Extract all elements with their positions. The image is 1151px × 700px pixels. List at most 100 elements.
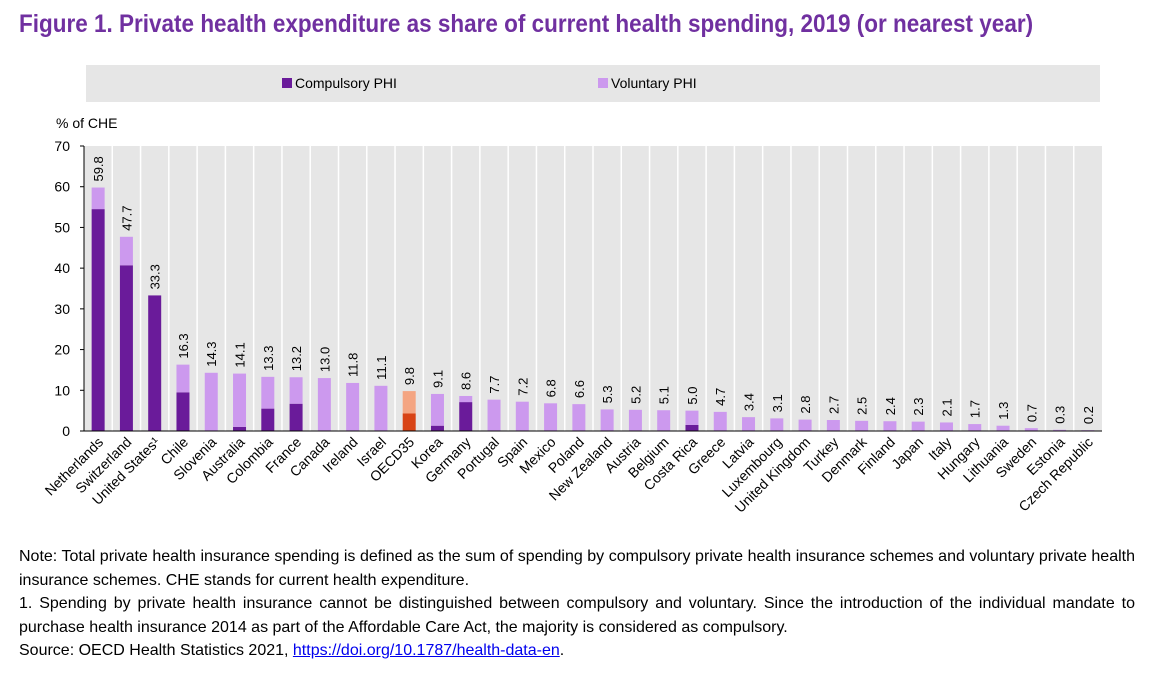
bar-voluntary [572,404,586,431]
bar-compulsory [233,426,247,431]
footnote-text: 1. Spending by private health insurance … [19,595,1135,636]
bar-voluntary [374,385,388,431]
value-label: 2.1 [939,398,954,416]
y-tick-label: 50 [54,219,70,235]
bar-voluntary [176,364,190,393]
value-label: 16.3 [176,333,191,358]
bar-voluntary [233,373,247,427]
chart-title: Figure 1. Private health expenditure as … [19,10,1034,38]
value-label: 9.1 [430,370,445,388]
value-label: 1.7 [968,400,983,418]
bar-compulsory [119,265,133,431]
value-label: 11.8 [346,353,361,377]
bar-chart: Compulsory PHI Voluntary PHI % of CHE 59… [42,65,1102,516]
bar-compulsory [148,295,162,431]
legend-label-compulsory: Compulsory PHI [295,75,397,91]
bar-voluntary [544,403,558,431]
value-label: 33.3 [148,264,163,289]
bar-voluntary [968,424,982,431]
bar-compulsory [91,209,105,431]
value-label: 13.0 [317,347,332,372]
bar-compulsory [261,408,275,431]
bar-voluntary [911,421,925,431]
value-label: 0.7 [1024,404,1039,422]
value-label: 3.1 [770,394,785,412]
value-label: 6.6 [572,380,587,398]
value-label: 4.7 [713,388,728,406]
source-prefix: Source: OECD Health Statistics 2021, [19,642,293,659]
value-label: 14.3 [204,341,219,366]
bar-voluntary [91,187,105,210]
legend-swatch-voluntary [598,78,608,88]
y-tick-label: 60 [54,179,70,195]
bar-voluntary [855,420,869,431]
bar-compulsory [289,403,303,431]
bar-voluntary [996,425,1010,431]
bar-voluntary [742,417,756,431]
bar-voluntary [713,411,727,431]
bar-voluntary [459,395,473,403]
value-label: 2.7 [826,396,841,414]
value-label: 13.3 [261,346,276,371]
bar-voluntary [204,372,218,431]
value-label: 3.4 [742,393,757,411]
bar-voluntary [628,409,642,431]
value-label: 59.8 [91,156,106,181]
y-tick-label: 70 [54,138,70,154]
bar-voluntary [883,421,897,431]
bar-voluntary [600,409,614,431]
y-tick-label: 0 [62,423,70,439]
bar-compulsory [459,402,473,431]
value-label: 7.2 [515,378,530,396]
bar-voluntary [317,378,331,431]
bar-voluntary [798,419,812,431]
value-label: 0.2 [1081,406,1096,424]
bar-voluntary [402,391,416,414]
bar-voluntary [1053,429,1067,431]
bar-voluntary [119,236,133,266]
bar-voluntary [515,401,529,431]
value-label: 11.1 [374,355,389,379]
bar-voluntary [657,410,671,431]
value-label: 1.3 [996,402,1011,420]
source-suffix: . [559,642,565,659]
bar-compulsory [430,425,444,431]
value-label: 2.8 [798,396,813,414]
bar-voluntary [1024,428,1038,431]
y-tick-label: 20 [54,342,70,358]
value-label: 2.4 [883,397,898,415]
bar-voluntary [939,422,953,431]
source-link[interactable]: https://doi.org/10.1787/health-data-en [292,642,560,659]
value-label: 2.5 [855,397,870,415]
value-label: 5.3 [600,385,615,403]
value-label: 2.3 [911,398,926,416]
bar-compulsory [402,413,416,431]
value-label: 0.3 [1053,406,1068,424]
y-tick-label: 30 [54,301,70,317]
value-label: 5.2 [628,386,643,404]
bar-compulsory [685,424,699,431]
value-label: 9.8 [402,367,417,385]
value-label: 5.1 [657,386,672,404]
value-label: 8.6 [459,372,474,390]
value-label: 47.7 [119,205,134,230]
legend-label-voluntary: Voluntary PHI [611,75,697,91]
bar-voluntary [346,382,360,431]
value-label: 7.7 [487,376,502,394]
source-line: Source: OECD Health Statistics 2021, htt… [19,639,1135,663]
legend-swatch-compulsory [282,78,292,88]
value-label: 5.0 [685,387,700,405]
note-text: Note: Total private health insurance spe… [19,548,1135,589]
notes-section: Note: Total private health insurance spe… [19,545,1135,663]
bar-voluntary [770,418,784,431]
bar-voluntary [261,376,275,409]
bar-voluntary [430,393,444,426]
y-tick-label: 40 [54,260,70,276]
category-label: Japan [888,434,926,472]
value-label: 13.2 [289,346,304,371]
bar-voluntary [487,399,501,431]
bar-voluntary [826,420,840,431]
bar-voluntary [289,377,303,404]
legend-box [86,65,1100,102]
bar-compulsory [176,392,190,431]
